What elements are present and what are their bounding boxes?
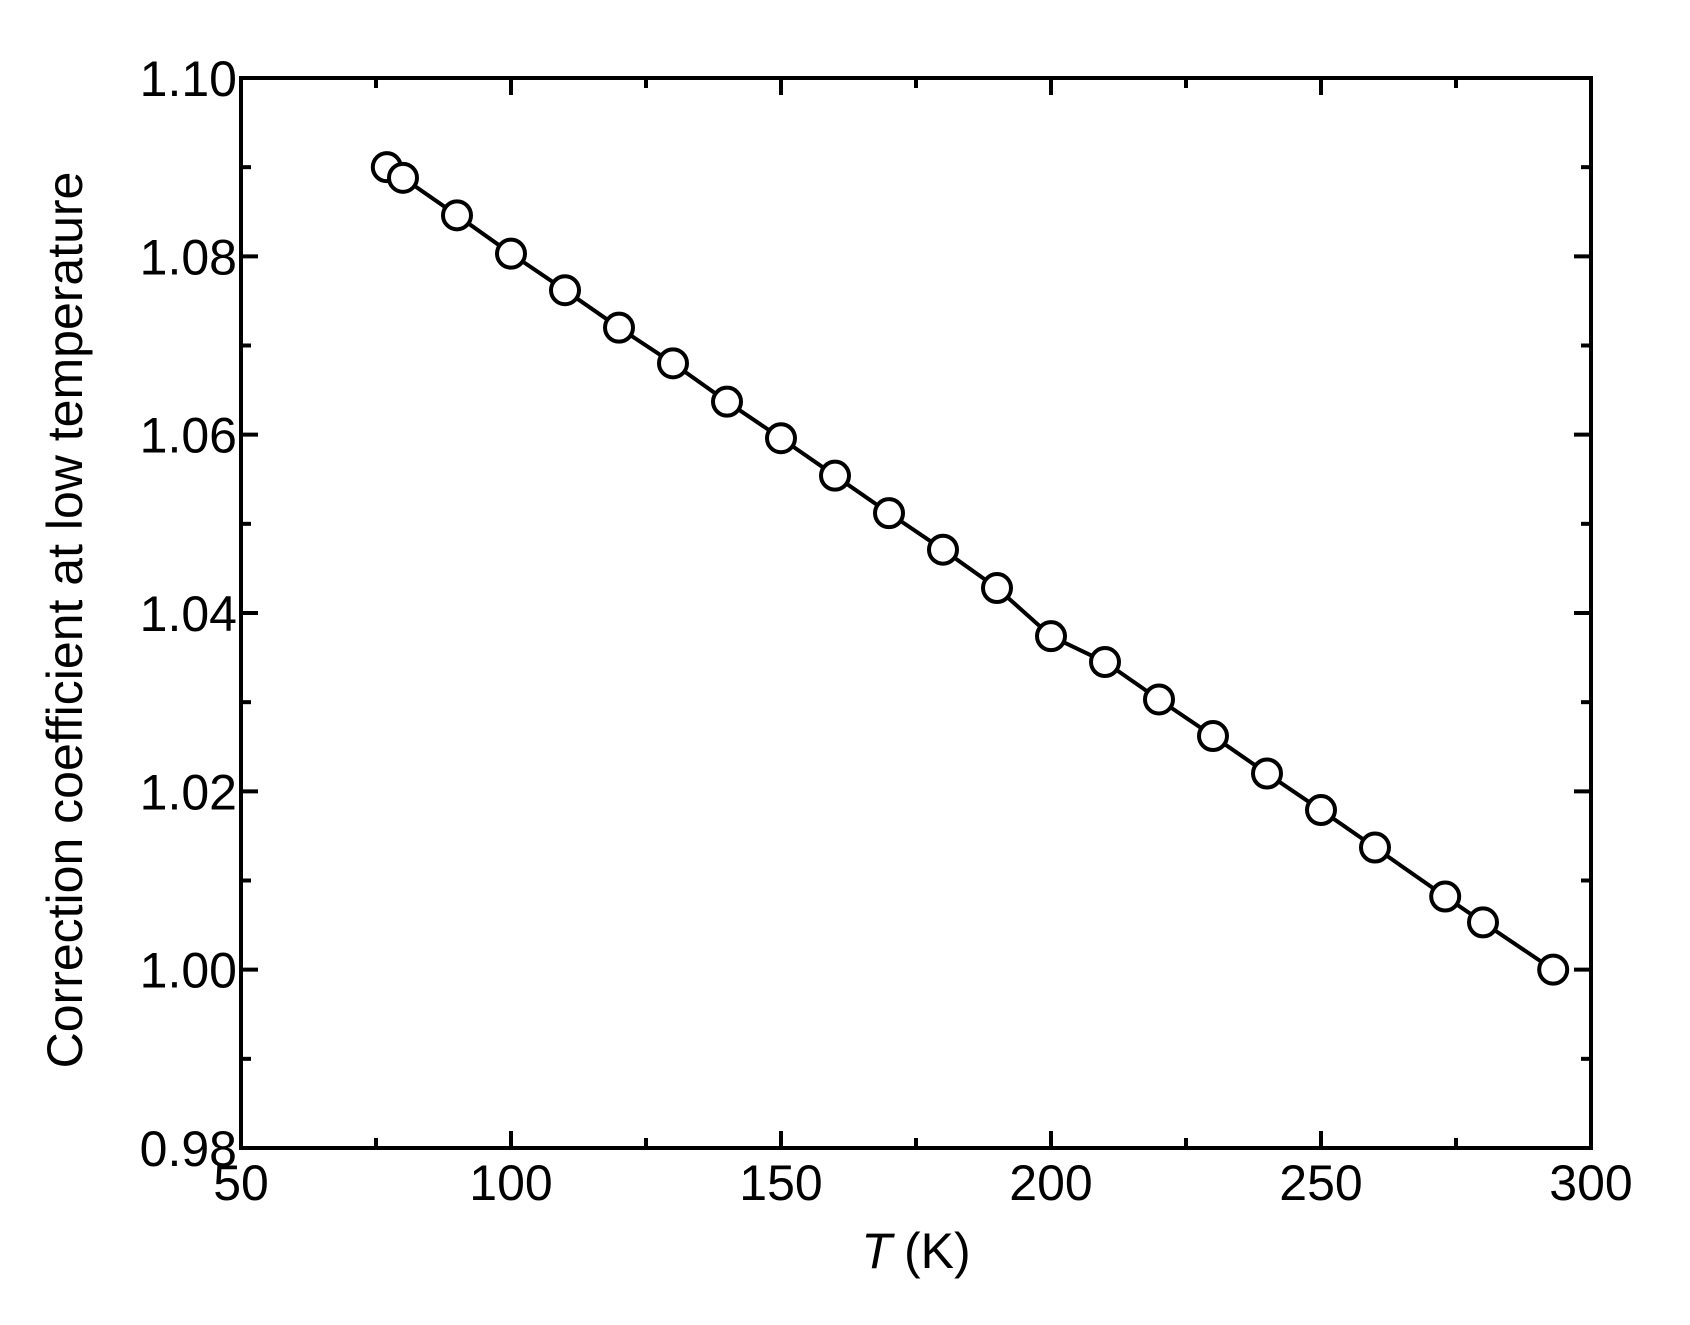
data-point [441,199,473,232]
data-point [603,311,635,344]
data-point [1251,757,1283,790]
data-point [1143,683,1175,716]
data-point [1089,646,1121,679]
data-point [1537,953,1570,986]
data-point [819,459,851,492]
data-point [711,385,743,418]
y-tick-label: 0.98 [140,1121,237,1177]
x-label-unit: (K) [904,1223,971,1279]
y-tick-label: 1.10 [140,51,237,107]
x-label-symbol: T [861,1223,895,1279]
data-point [873,497,905,530]
data-point [387,161,419,194]
data-point [765,422,797,455]
x-tick-label: 300 [1549,1155,1632,1211]
data-point [1035,620,1067,653]
y-tick-label: 1.04 [140,586,237,642]
x-tick-label: 250 [1279,1155,1362,1211]
data-point [657,347,689,380]
y-axis-label: Correction coefficient at low temperatur… [37,172,93,1069]
x-tick-label: 200 [1009,1155,1092,1211]
data-point [1197,720,1229,753]
x-tick-label: 150 [739,1155,822,1211]
y-tick-label: 1.02 [140,764,237,820]
data-point [1467,906,1499,939]
x-axis-label: T (K) [861,1223,970,1279]
y-tick-label: 1.06 [140,408,237,464]
data-point [1305,794,1337,827]
x-tick-label: 50 [213,1155,269,1211]
data-point [981,572,1013,605]
data-point [495,237,527,270]
data-point [1359,831,1391,864]
data-point [549,274,581,307]
data-point [927,533,959,566]
plot-frame [239,76,1593,1150]
data-point [1429,880,1462,913]
x-tick-label: 100 [469,1155,552,1211]
y-tick-label: 1.00 [140,943,237,999]
y-tick-label: 1.08 [140,229,237,285]
